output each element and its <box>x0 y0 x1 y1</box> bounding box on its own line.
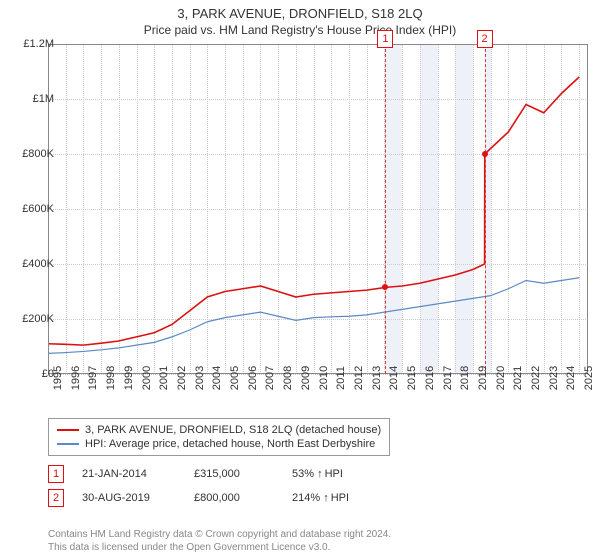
sale-price: £315,000 <box>194 468 274 480</box>
xtick-label: 2012 <box>353 366 365 390</box>
chart-lines <box>48 44 588 374</box>
legend-label: HPI: Average price, detached house, Nort… <box>85 438 375 450</box>
sale-date: 21-JAN-2014 <box>82 468 176 480</box>
ytick-label: £200K <box>10 313 54 325</box>
event-marker <box>482 151 488 157</box>
xtick-label: 2021 <box>512 366 524 390</box>
xtick-label: 2007 <box>264 366 276 390</box>
xtick-label: 2022 <box>530 366 542 390</box>
event-index-box: 2 <box>477 30 493 48</box>
xtick-label: 2010 <box>318 366 330 390</box>
xtick-label: 2013 <box>371 366 383 390</box>
sales-table: 1 21-JAN-2014 £315,000 53% HPI 2 30-AUG-… <box>48 462 372 510</box>
xtick-label: 2018 <box>459 366 471 390</box>
xtick-label: 2008 <box>282 366 294 390</box>
legend: 3, PARK AVENUE, DRONFIELD, S18 2LQ (deta… <box>48 418 390 456</box>
xtick-label: 2004 <box>211 366 223 390</box>
footer-line: Contains HM Land Registry data © Crown c… <box>48 528 391 541</box>
xtick-label: 2025 <box>583 366 595 390</box>
xtick-label: 2003 <box>194 366 206 390</box>
legend-item-hpi: HPI: Average price, detached house, Nort… <box>57 437 381 451</box>
chart: 12 <box>48 44 588 374</box>
event-index-box: 1 <box>377 30 393 48</box>
xtick-label: 2014 <box>388 366 400 390</box>
xtick-label: 1996 <box>70 366 82 390</box>
sales-row: 2 30-AUG-2019 £800,000 214% HPI <box>48 486 372 510</box>
event-marker <box>382 284 388 290</box>
footer: Contains HM Land Registry data © Crown c… <box>48 528 391 554</box>
page-subtitle: Price paid vs. HM Land Registry's House … <box>0 21 600 41</box>
sale-pct: 214% HPI <box>292 492 372 504</box>
sale-price: £800,000 <box>194 492 274 504</box>
legend-swatch <box>57 443 79 445</box>
xtick-label: 1997 <box>87 366 99 390</box>
xtick-label: 2005 <box>229 366 241 390</box>
xtick-label: 2006 <box>247 366 259 390</box>
plot-area: 12 <box>48 44 588 374</box>
xtick-label: 1998 <box>105 366 117 390</box>
legend-swatch <box>57 429 79 431</box>
arrow-up-icon <box>323 492 331 504</box>
sale-index-box: 1 <box>48 465 64 483</box>
event-line <box>385 44 386 374</box>
legend-item-price-paid: 3, PARK AVENUE, DRONFIELD, S18 2LQ (deta… <box>57 423 381 437</box>
legend-label: 3, PARK AVENUE, DRONFIELD, S18 2LQ (deta… <box>85 424 381 436</box>
sale-date: 30-AUG-2019 <box>82 492 176 504</box>
xtick-label: 2000 <box>141 366 153 390</box>
xtick-label: 1999 <box>123 366 135 390</box>
ytick-label: £600K <box>10 203 54 215</box>
ytick-label: £400K <box>10 258 54 270</box>
sale-index-box: 2 <box>48 489 64 507</box>
xtick-label: 2001 <box>158 366 170 390</box>
series-line-hpi <box>48 278 579 354</box>
xtick-label: 2015 <box>406 366 418 390</box>
xtick-label: 1995 <box>52 366 64 390</box>
xtick-label: 2024 <box>565 366 577 390</box>
ytick-label: £1M <box>10 93 54 105</box>
xtick-label: 2002 <box>176 366 188 390</box>
xtick-label: 2011 <box>335 366 347 390</box>
xtick-label: 2017 <box>442 366 454 390</box>
xtick-label: 2009 <box>300 366 312 390</box>
series-line-price_paid <box>48 77 579 345</box>
page-title: 3, PARK AVENUE, DRONFIELD, S18 2LQ <box>0 0 600 21</box>
footer-line: This data is licensed under the Open Gov… <box>48 541 391 554</box>
xtick-label: 2016 <box>424 366 436 390</box>
xtick-label: 2019 <box>477 366 489 390</box>
ytick-label: £0 <box>10 368 54 380</box>
xtick-label: 2023 <box>548 366 560 390</box>
sales-row: 1 21-JAN-2014 £315,000 53% HPI <box>48 462 372 486</box>
xtick-label: 2020 <box>495 366 507 390</box>
ytick-label: £800K <box>10 148 54 160</box>
arrow-up-icon <box>317 468 325 480</box>
event-line <box>485 44 486 374</box>
sale-pct: 53% HPI <box>292 468 372 480</box>
ytick-label: £1.2M <box>10 38 54 50</box>
